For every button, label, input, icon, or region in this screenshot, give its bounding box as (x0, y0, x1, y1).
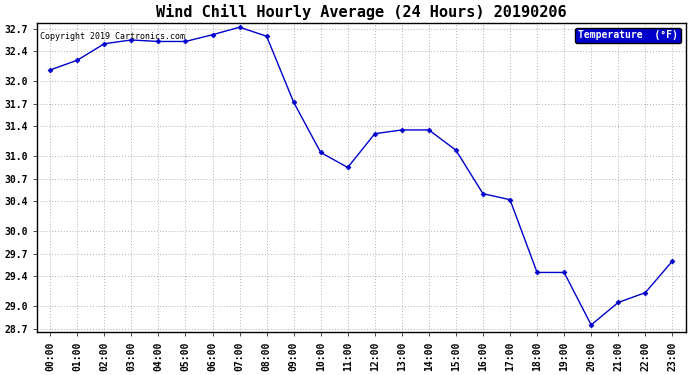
Legend: Temperature  (°F): Temperature (°F) (575, 28, 681, 44)
Text: Copyright 2019 Cartronics.com: Copyright 2019 Cartronics.com (40, 32, 185, 41)
Title: Wind Chill Hourly Average (24 Hours) 20190206: Wind Chill Hourly Average (24 Hours) 201… (156, 4, 566, 20)
